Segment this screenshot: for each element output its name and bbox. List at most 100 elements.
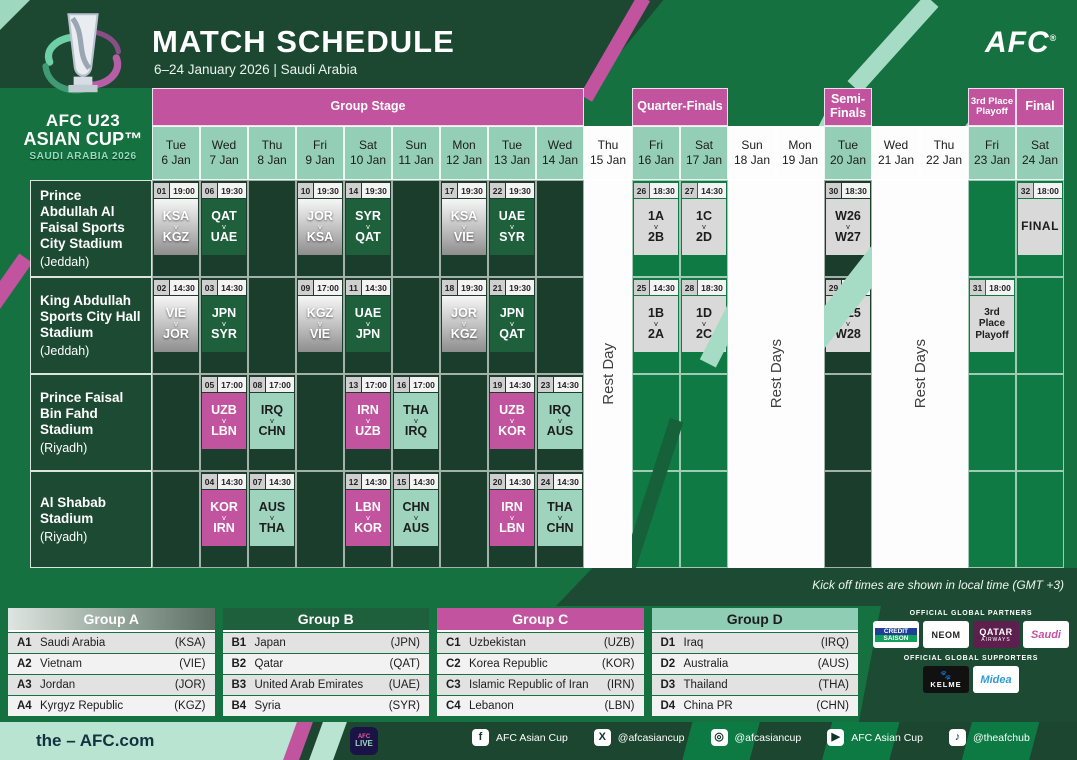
team-slot-id: A2 (17, 658, 32, 670)
away-team: AUS (402, 520, 430, 535)
versus-label: v (222, 319, 226, 329)
rest-day-label: Rest Day (599, 343, 617, 405)
afc-logo: AFC® (985, 26, 1058, 59)
afc-live-app-icon[interactable]: AFC LIVE (350, 727, 378, 755)
social-link-youtube[interactable]: ▶ AFC Asian Cup (827, 729, 923, 746)
day-of-week: Wed (547, 138, 573, 152)
social-link-tiktok[interactable]: ♪ @theafchub (949, 729, 1030, 746)
page-subtitle: 6–24 January 2026 | Saudi Arabia (154, 62, 358, 77)
away-team: LBN (211, 423, 237, 438)
group-team-row: A4 Kyrgyz Republic (KGZ) (8, 696, 215, 716)
rest-day-column: Rest Days (728, 180, 824, 568)
match-strip: 14 19:30 (346, 183, 390, 198)
team-code: (KOR) (601, 658, 635, 670)
day-of-week: Fri (985, 138, 999, 152)
day-header: Sun 11 Jan (392, 126, 440, 180)
match-strip: 20 14:30 (490, 474, 534, 489)
versus-label: v (366, 416, 370, 426)
schedule-cell (680, 471, 728, 568)
day-header: Wed 21 Jan (872, 126, 920, 180)
match-cell: 17 19:30 KSA v VIE (442, 183, 486, 255)
social-handle: AFC Asian Cup (496, 731, 568, 744)
away-team: IRQ (404, 423, 428, 438)
schedule-cell: 29 14:30 W25 v W28 (824, 277, 872, 374)
away-team: LBN (499, 520, 525, 535)
match-cell: 04 14:30 KOR v IRN (202, 474, 246, 546)
neom-logo: NEOM (923, 621, 969, 648)
match-cell: 15 14:30 CHN v AUS (394, 474, 438, 546)
day-of-week: Sun (405, 138, 427, 152)
match-cell: 08 17:00 IRQ v CHN (250, 377, 294, 449)
match-time: 18:30 (842, 183, 870, 198)
schedule-cell (248, 277, 296, 374)
match-time: 19:30 (314, 183, 342, 198)
match-number: 06 (202, 183, 217, 198)
day-date: 10 Jan (349, 153, 387, 167)
logo-text-line3: SAUDI ARABIA 2026 (29, 150, 137, 162)
group-table-header: Group C (437, 608, 644, 632)
home-team: UZB (211, 402, 237, 417)
social-link-x[interactable]: X @afcasiancup (593, 729, 685, 746)
match-time: 18:00 (1034, 183, 1062, 198)
team-name: Thailand (683, 679, 728, 691)
day-date: 8 Jan (257, 153, 287, 167)
team-name: Kyrgyz Republic (40, 700, 124, 712)
match-time: 17:00 (266, 377, 294, 392)
day-date: 16 Jan (637, 153, 675, 167)
away-team: 2B (648, 229, 664, 244)
stage-band: 3rd Place Playoff (968, 88, 1016, 126)
home-team: JOR (307, 208, 333, 223)
versus-label: v (414, 513, 418, 523)
social-link-facebook[interactable]: f AFC Asian Cup (472, 729, 568, 746)
home-team: JPN (211, 305, 237, 320)
match-number: 17 (442, 183, 457, 198)
match-cell: 26 18:30 1A v 2B (634, 183, 678, 255)
day-of-week: Thu (261, 138, 283, 152)
away-team: JPN (355, 326, 381, 341)
schedule-cell: 18 19:30 JOR v KGZ (440, 277, 488, 374)
versus-label: v (462, 222, 466, 232)
group-team-row: A1 Saudi Arabia (KSA) (8, 633, 215, 653)
match-number: 11 (346, 280, 361, 295)
schedule-cell (392, 180, 440, 277)
team-slot-id: C3 (446, 679, 461, 691)
team-code: (JOR) (174, 679, 206, 691)
match-strip: 16 17:00 (394, 377, 438, 392)
versus-label: v (510, 513, 514, 523)
versus-label: v (174, 319, 178, 329)
home-team: KGZ (306, 305, 334, 320)
away-team: VIE (309, 326, 331, 341)
paw-icon: 🐾 (940, 669, 952, 680)
schedule-cell: 23 14:30 IRQ v AUS (536, 374, 584, 471)
match-teams: IRN v LBN (490, 490, 534, 546)
midea-logo: Midea (973, 666, 1019, 693)
match-strip: 04 14:30 (202, 474, 246, 489)
decor-note-wedge (556, 568, 1077, 606)
group-team-row: C2 Korea Republic (KOR) (437, 654, 644, 674)
team-code: (IRQ) (820, 637, 849, 649)
match-strip: 30 18:30 (826, 183, 870, 198)
match-strip: 21 19:30 (490, 280, 534, 295)
schedule-cell (632, 374, 680, 471)
home-team: QAT (211, 208, 237, 223)
logo-text-line1: AFC U23 (45, 111, 121, 130)
match-strip: 29 14:30 (826, 280, 870, 295)
schedule-cell: 20 14:30 IRN v LBN (488, 471, 536, 568)
match-time: 14:30 (362, 280, 390, 295)
day-date: 14 Jan (541, 153, 579, 167)
schedule-cell: 04 14:30 KOR v IRN (200, 471, 248, 568)
team-name: United Arab Emirates (254, 679, 364, 691)
schedule-cell (1016, 277, 1064, 374)
day-of-week: Tue (165, 138, 187, 152)
match-cell: 07 14:30 AUS v THA (250, 474, 294, 546)
schedule-cell: 22 19:30 UAE v SYR (488, 180, 536, 277)
match-time: 14:30 (554, 474, 582, 489)
day-header: Sat 10 Jan (344, 126, 392, 180)
day-of-week: Sat (358, 138, 377, 152)
match-strip: 26 18:30 (634, 183, 678, 198)
day-header: Tue 6 Jan (152, 126, 200, 180)
afc-website-link[interactable]: the – AFC.com (36, 731, 155, 750)
social-link-instagram[interactable]: ◎ @afcasiancup (710, 729, 801, 746)
match-number: 24 (538, 474, 553, 489)
away-team: KOR (498, 423, 526, 438)
